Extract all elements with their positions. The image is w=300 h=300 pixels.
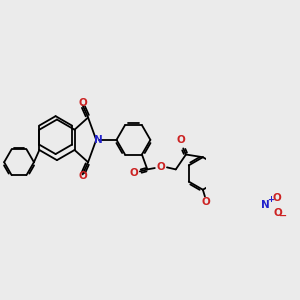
Text: +: + (267, 195, 274, 204)
Text: O: O (176, 135, 185, 145)
Text: O: O (129, 168, 138, 178)
Text: O: O (202, 197, 211, 207)
Text: −: − (279, 211, 287, 221)
Text: O: O (274, 208, 282, 218)
Text: O: O (157, 162, 165, 172)
Text: N: N (261, 200, 270, 210)
Text: N: N (94, 135, 103, 145)
Text: O: O (272, 193, 281, 203)
Text: O: O (78, 98, 87, 108)
Text: O: O (78, 171, 87, 182)
